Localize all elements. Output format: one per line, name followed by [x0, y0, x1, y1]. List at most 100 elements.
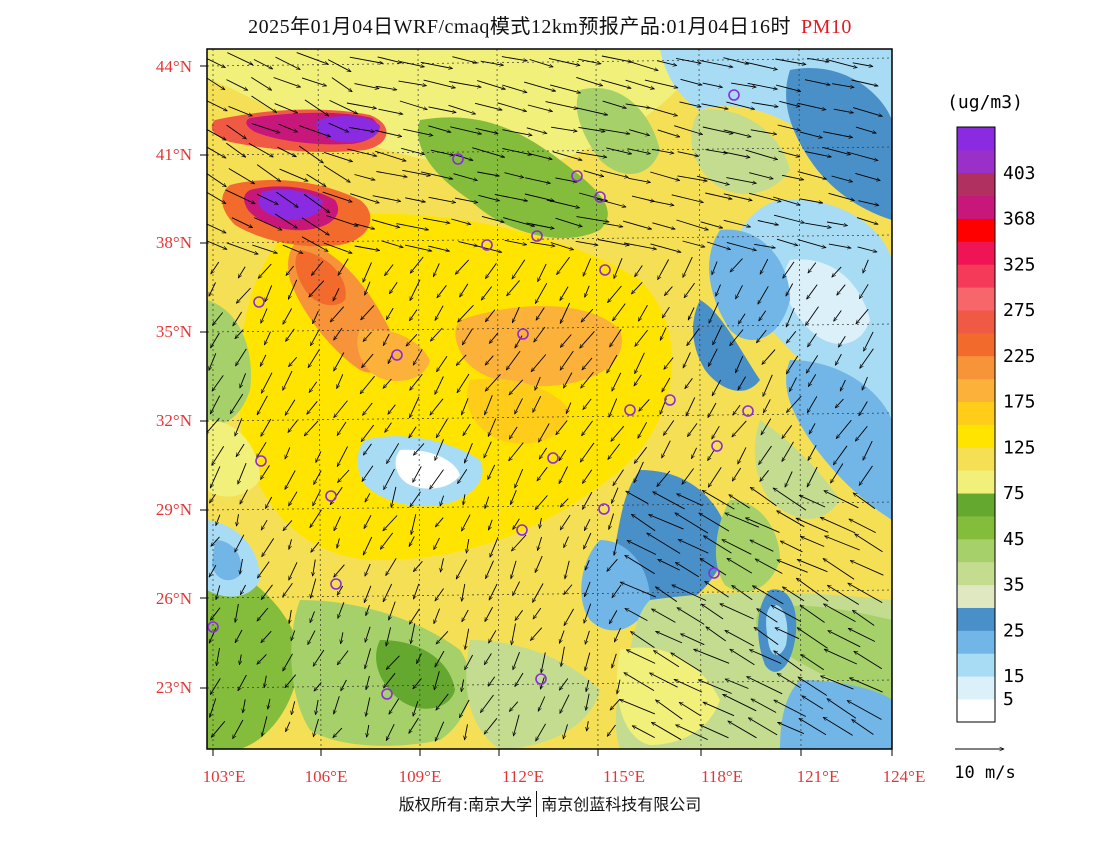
- colorbar-label: 5: [1003, 689, 1014, 710]
- wind-arrow: [631, 281, 643, 294]
- wind-arrow: [586, 679, 590, 692]
- station-marker: [742, 405, 754, 417]
- wind-arrow: [466, 539, 470, 553]
- wind-arrow: [752, 585, 784, 605]
- wind-arrow: [856, 308, 869, 324]
- wind-arrow: [277, 146, 297, 158]
- wind-arrow: [807, 284, 818, 300]
- wind-arrow: [383, 378, 392, 388]
- wind-arrow: [754, 627, 779, 645]
- wind-arrow: [259, 354, 267, 367]
- wind-arrow: [208, 627, 217, 644]
- wind-arrow: [849, 518, 876, 534]
- wind-arrow: [232, 311, 243, 326]
- wind-arrow: [777, 510, 805, 528]
- wind-arrow: [283, 582, 293, 597]
- wind-arrow: [675, 561, 699, 578]
- wind-arrow: [679, 101, 702, 107]
- station-marker: [711, 440, 723, 452]
- colorbar-swatch: [957, 287, 995, 311]
- wind-arrow: [852, 610, 875, 626]
- wind-arrow: [207, 191, 226, 204]
- wind-arrow: [587, 721, 589, 731]
- wind-arrow: [658, 558, 680, 571]
- wind-arrow: [633, 461, 644, 483]
- wind-arrow: [430, 149, 454, 155]
- wind-arrow: [364, 585, 372, 603]
- wind-arrow: [400, 61, 424, 67]
- wind-arrow: [452, 56, 477, 63]
- wind-arrow: [682, 468, 694, 485]
- wind-arrow: [632, 725, 655, 738]
- wind-arrow: [253, 217, 282, 231]
- wind-arrow: [256, 441, 267, 458]
- wind-arrow: [208, 564, 217, 577]
- wind-arrow: [863, 331, 874, 351]
- wind-arrow: [375, 129, 402, 136]
- wind-arrow: [624, 672, 655, 691]
- wind-arrow: [531, 354, 547, 372]
- wind-arrow: [362, 262, 372, 282]
- wind-arrow: [515, 610, 523, 620]
- wind-arrow: [644, 79, 678, 88]
- colorbar-label: 175: [1003, 392, 1036, 413]
- wind-arrow: [409, 608, 420, 624]
- wind-arrow: [559, 630, 565, 644]
- wind-arrow: [680, 78, 703, 85]
- wind-arrow: [682, 352, 691, 368]
- wind-arrow: [576, 107, 607, 115]
- wind-arrow: [461, 609, 469, 622]
- wind-arrow: [859, 284, 869, 298]
- wind-arrow: [239, 654, 241, 665]
- wind-arrow: [489, 332, 499, 344]
- lon-label: 112°E: [502, 767, 544, 786]
- wind-arrow: [248, 143, 273, 158]
- wind-arrow: [702, 82, 723, 87]
- wind-arrow: [617, 679, 621, 694]
- wind-arrow: [240, 373, 247, 388]
- station-marker: [207, 621, 219, 633]
- wind-arrow: [461, 328, 473, 345]
- wind-arrow: [805, 222, 831, 227]
- wind-arrow: [333, 727, 343, 738]
- wind-arrow: [712, 261, 718, 275]
- wind-arrow: [330, 306, 345, 322]
- wind-arrow: [306, 173, 326, 187]
- wind-arrow: [256, 395, 268, 415]
- wind-arrow: [257, 654, 267, 664]
- wind-arrow: [383, 468, 395, 490]
- wind-arrow: [329, 99, 358, 115]
- wind-arrow: [236, 287, 251, 303]
- wind-arrow: [313, 559, 316, 577]
- wind-arrow: [488, 583, 498, 600]
- wind-arrow: [731, 467, 742, 481]
- wind-arrow: [720, 603, 754, 620]
- wind-arrow: [349, 126, 374, 131]
- wind-arrow: [780, 540, 803, 553]
- wind-arrow: [732, 585, 753, 601]
- wind-arrow: [209, 494, 216, 503]
- wind-arrow: [559, 694, 570, 714]
- wind-arrow: [437, 285, 447, 298]
- wind-arrow: [560, 498, 569, 507]
- wind-arrow: [312, 649, 325, 666]
- wind-arrow: [288, 562, 298, 580]
- wind-arrow: [260, 418, 272, 436]
- wind-arrow: [788, 377, 797, 392]
- wind-arrow: [653, 491, 685, 510]
- wind-arrow: [494, 193, 528, 201]
- wind-arrow: [349, 56, 383, 63]
- wind-arrow: [207, 129, 226, 141]
- wind-arrow: [408, 536, 415, 546]
- wind-arrow: [631, 631, 655, 648]
- wind-arrow: [391, 486, 397, 508]
- station-marker: [728, 89, 740, 101]
- wind-arrow: [216, 585, 221, 599]
- wind-arrow: [428, 106, 457, 113]
- wind-arrow: [455, 559, 467, 579]
- station-marker: [571, 170, 583, 182]
- wind-arrow: [634, 352, 645, 374]
- wind-arrow: [563, 724, 568, 739]
- wind-arrow: [850, 560, 884, 576]
- wind-arrow: [828, 630, 861, 648]
